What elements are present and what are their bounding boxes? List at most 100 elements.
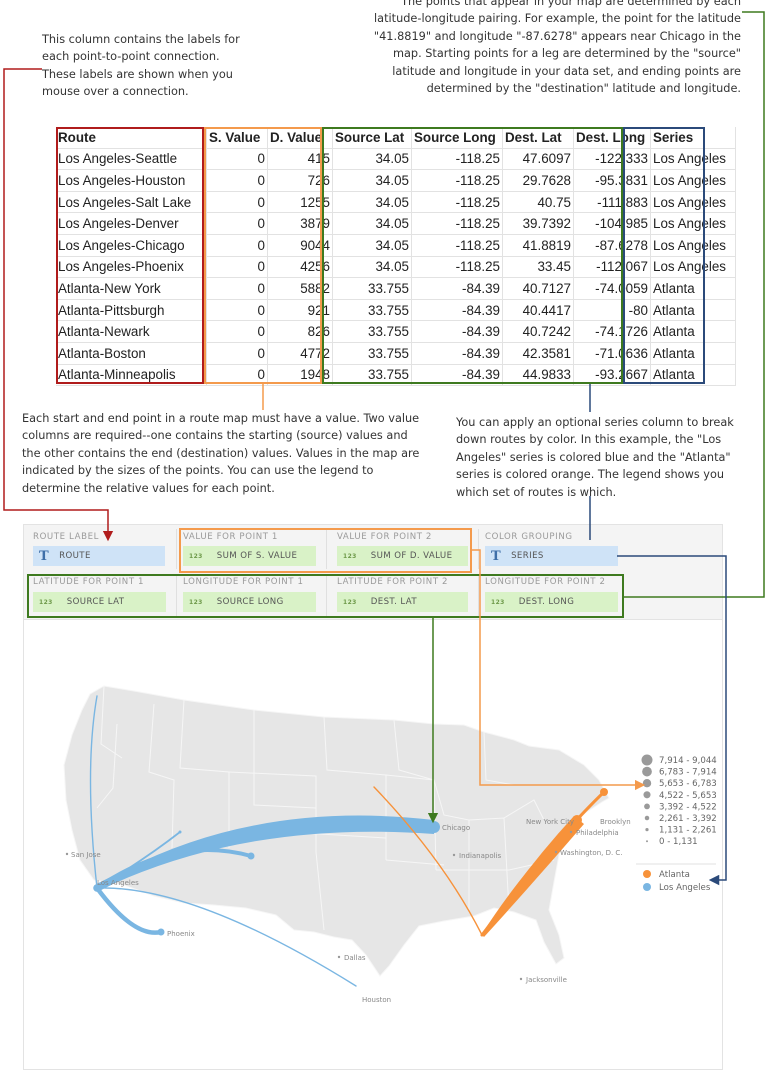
- legend-size-swatch: [644, 803, 650, 810]
- points-note-line: latitude-longitude pairing. For example,…: [374, 12, 741, 26]
- legend-size-swatch: [645, 828, 649, 832]
- series-column-note: You can apply an optional series column …: [456, 414, 734, 501]
- table-cell: 0: [206, 212, 268, 235]
- city-label-indianapolis: Indianapolis: [459, 852, 502, 860]
- table-cell: 0: [206, 364, 268, 387]
- city-label-los-angeles: Los Angeles: [97, 879, 139, 887]
- table-cell: -84.39: [411, 299, 503, 322]
- legend-size-swatch: [642, 779, 652, 788]
- numeric-field-icon: 123: [343, 598, 357, 606]
- labels-note-line: mouse over a connection.: [42, 85, 189, 99]
- table-cell: 40.7242: [502, 320, 574, 343]
- labels-column-note: This column contains the labels for each …: [42, 31, 240, 101]
- slot-label-longitude-point-1: LONGITUDE FOR POINT 1: [183, 577, 304, 587]
- route-column-highlight: [56, 127, 204, 384]
- source-long-field-pill[interactable]: 123 SOURCE LONG: [183, 592, 316, 612]
- table-cell: 44.9833: [502, 364, 574, 387]
- series-field-pill[interactable]: T SERIES: [485, 546, 618, 566]
- numeric-field-icon: 123: [39, 598, 53, 606]
- text-field-icon: T: [491, 548, 502, 564]
- chicago-point[interactable]: [428, 821, 440, 833]
- legend-size-range: 3,392 - 4,522: [659, 802, 717, 812]
- table-cell: -118.25: [411, 234, 503, 257]
- values-note-line: determine the relative values for each p…: [22, 481, 275, 495]
- table-cell: 0: [206, 320, 268, 343]
- dest-value-field-pill[interactable]: 123 SUM OF D. VALUE: [337, 546, 468, 566]
- city-label-phoenix: Phoenix: [167, 930, 195, 938]
- legend-atlanta-swatch: [643, 870, 651, 878]
- value-columns-note: Each start and end point in a route map …: [22, 410, 419, 497]
- source-lat-field-pill[interactable]: 123 SOURCE LAT: [33, 592, 166, 612]
- slot-label-value-point-2: VALUE FOR POINT 2: [337, 532, 432, 542]
- slot-label-route-label: ROUTE LABEL: [33, 532, 100, 542]
- legend-los-angeles[interactable]: Los Angeles: [659, 883, 711, 893]
- table-cell: 0: [206, 169, 268, 192]
- series-note-line: which set of routes is which.: [456, 485, 617, 499]
- new-york-point[interactable]: [572, 815, 582, 825]
- values-note-line: indicated by the sizes of the points. Yo…: [22, 464, 374, 478]
- slot-label-color-grouping: COLOR GROUPING: [485, 532, 573, 542]
- legend-los-angeles-swatch: [643, 883, 651, 891]
- legend-size-range: 2,261 - 3,392: [659, 814, 717, 824]
- table-cell: 39.7392: [502, 212, 574, 235]
- table-cell: 33.755: [332, 342, 412, 365]
- table-cell: 0: [206, 148, 268, 171]
- legend-atlanta[interactable]: Atlanta: [659, 870, 690, 880]
- table-cell: -118.25: [411, 169, 503, 192]
- table-cell: -84.39: [411, 320, 503, 343]
- salt-lake-point[interactable]: [178, 830, 182, 834]
- los-angeles-point[interactable]: [94, 885, 100, 891]
- table-cell: 33.755: [332, 299, 412, 322]
- table-cell: 0: [206, 299, 268, 322]
- table-cell: 921: [267, 299, 333, 322]
- denver-point[interactable]: [247, 852, 255, 860]
- table-cell: 41.8819: [502, 234, 574, 257]
- legend-size-swatch: [644, 815, 650, 821]
- table-cell: 826: [267, 320, 333, 343]
- legend-size-range: 5,653 - 6,783: [659, 779, 717, 789]
- boston-point[interactable]: [600, 788, 608, 796]
- table-cell: 0: [206, 234, 268, 257]
- value-slots-highlight: [179, 528, 472, 573]
- legend-size-swatch: [641, 754, 653, 766]
- values-note-line: the other contains the end (destination)…: [22, 446, 420, 460]
- legend-size-range: 1,131 - 2,261: [659, 826, 717, 836]
- slot-label-latitude-point-1: LATITUDE FOR POINT 1: [33, 577, 145, 587]
- source-value-field-pill[interactable]: 123 SUM OF S. VALUE: [183, 546, 316, 566]
- points-note-line: determined by the "destination" latitude…: [426, 82, 741, 96]
- numeric-field-icon: 123: [343, 552, 357, 560]
- points-note-line: map. Starting points for a leg are deter…: [392, 47, 741, 61]
- dest-lat-field-pill[interactable]: 123 DEST. LAT: [337, 592, 468, 612]
- la-chicago-route-thick: [98, 815, 434, 891]
- phoenix-point[interactable]: [157, 928, 165, 936]
- city-label-houston: Houston: [362, 996, 391, 1004]
- atlanta-newyork-route-thick: [482, 816, 584, 937]
- table-cell: 0: [206, 191, 268, 214]
- labels-note-line: This column contains the labels for: [42, 33, 240, 46]
- points-note-line: The points that appear in your map are d…: [401, 0, 741, 8]
- text-field-icon: T: [39, 548, 50, 564]
- city-label-philadelphia: Philadelphia: [576, 829, 619, 837]
- table-cell: 415: [267, 148, 333, 171]
- table-cell: 34.05: [332, 256, 412, 279]
- source-value-field-label: SUM OF S. VALUE: [216, 551, 298, 561]
- table-cell: 40.7127: [502, 277, 574, 300]
- legend-size-range: 0 - 1,131: [659, 837, 698, 847]
- slot-label-value-point-1: VALUE FOR POINT 1: [183, 532, 278, 542]
- table-row: Los Angeles-Denver 0 3879 34.05 -118.25 39.73…: [56, 212, 736, 235]
- city-label-dallas: Dallas: [344, 954, 366, 962]
- table-cell: 47.6097: [502, 148, 574, 171]
- legend-size-range: 4,522 - 5,653: [659, 791, 717, 801]
- series-field-label: SERIES: [511, 551, 544, 561]
- route-field-pill[interactable]: T ROUTE: [33, 546, 165, 566]
- route-map[interactable]: San Jose Los Angeles Phoenix Dallas Hous…: [23, 620, 723, 1070]
- table-cell: -118.25: [411, 256, 503, 279]
- numeric-field-icon: 123: [189, 552, 203, 560]
- table-cell: 33.755: [332, 277, 412, 300]
- column-header: Source Long: [411, 127, 503, 149]
- series-column-highlight: [623, 127, 705, 384]
- legend-size-swatch: [642, 766, 652, 777]
- newark-point[interactable]: [570, 823, 574, 827]
